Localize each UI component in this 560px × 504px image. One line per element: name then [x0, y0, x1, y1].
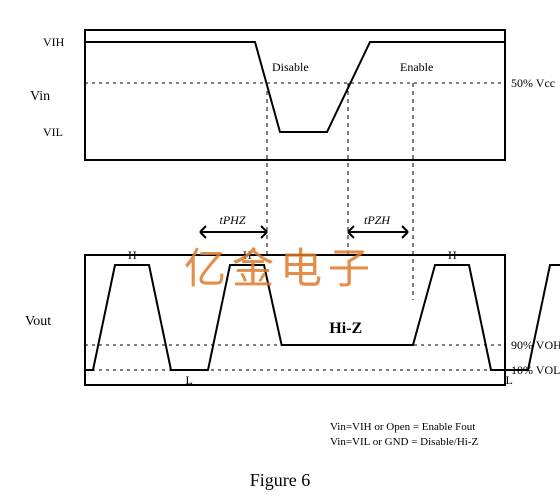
t-pzh-label: tPZH: [364, 213, 391, 227]
wave-hl-label-5: L: [506, 373, 513, 387]
wave-hl-label-2: H: [243, 248, 252, 262]
wave-hl-label-4: H: [448, 248, 457, 262]
vil-label: VIL: [43, 125, 63, 139]
wave-hl-label-1: L: [186, 373, 193, 387]
vih-label: VIH: [43, 35, 65, 49]
disable-label: Disable: [272, 60, 309, 74]
ref-90voh-label: 90% VOH: [511, 338, 560, 352]
bottom-chart-frame: [85, 255, 505, 385]
vout-waveform: [85, 265, 560, 370]
figure-caption: Figure 6: [250, 470, 311, 490]
wave-hl-label-0: H: [128, 248, 137, 262]
footnote-line-2: Vin=VIL or GND = Disable/Hi-Z: [330, 436, 478, 448]
vin-waveform: [85, 42, 505, 132]
ref-50vcc-label: 50% Vcc: [511, 76, 555, 90]
vin-axis-label: Vin: [30, 89, 50, 104]
footnote-line-1: Vin=VIH or Open = Enable Fout: [330, 421, 475, 433]
vout-axis-label: Vout: [25, 314, 51, 329]
t-phz-label: tPHZ: [220, 213, 246, 227]
enable-label: Enable: [400, 60, 433, 74]
top-chart-frame: [85, 30, 505, 160]
hiz-label: Hi-Z: [329, 320, 362, 337]
